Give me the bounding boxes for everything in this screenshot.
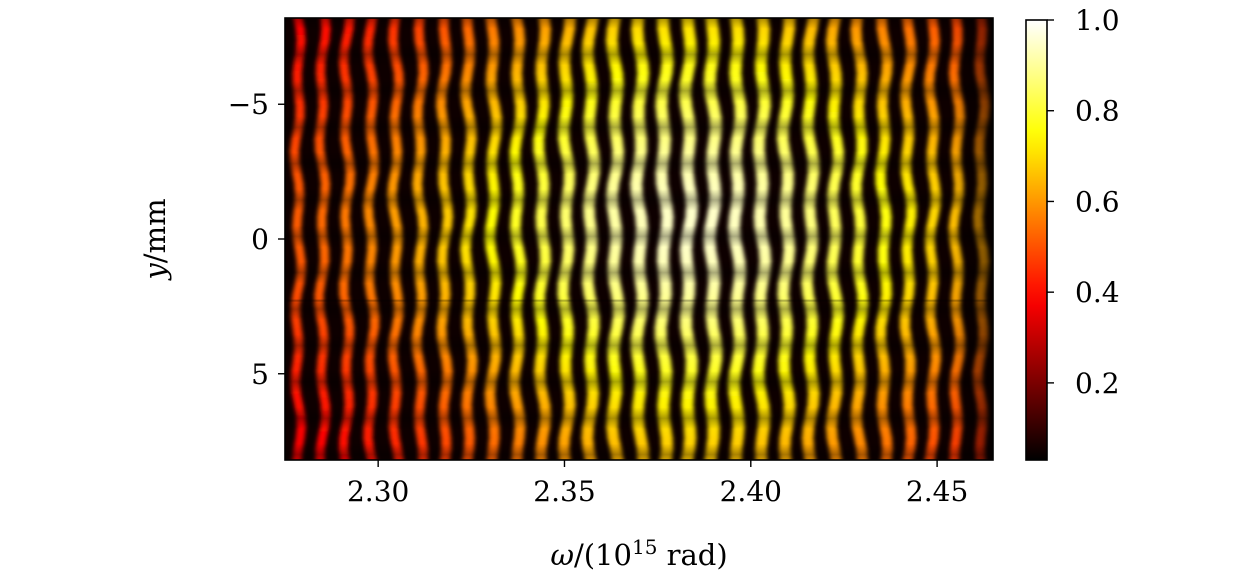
y-tick-label: 5: [251, 358, 269, 391]
y-tick-label: 0: [251, 223, 269, 256]
x-tick-label: 2.45: [906, 475, 968, 508]
colorbar-tick-label: 1.0: [1075, 4, 1120, 37]
colorbar-tick-label: 0.6: [1075, 185, 1120, 218]
colorbar-tick-label: 0.2: [1075, 367, 1120, 400]
colorbar-tick-label: 0.4: [1075, 276, 1120, 309]
x-tick-label: 2.40: [720, 475, 782, 508]
x-axis-label: ω/(1015 rad): [550, 535, 727, 572]
y-axis-label: y/mm: [138, 198, 172, 281]
colorbar: [1025, 19, 1048, 461]
colorbar-tick-label: 0.8: [1075, 95, 1120, 128]
x-tick-label: 2.35: [533, 475, 595, 508]
spot-modulation: [285, 18, 993, 460]
y-tick-label: −5: [228, 88, 269, 121]
x-tick-label: 2.30: [347, 475, 409, 508]
